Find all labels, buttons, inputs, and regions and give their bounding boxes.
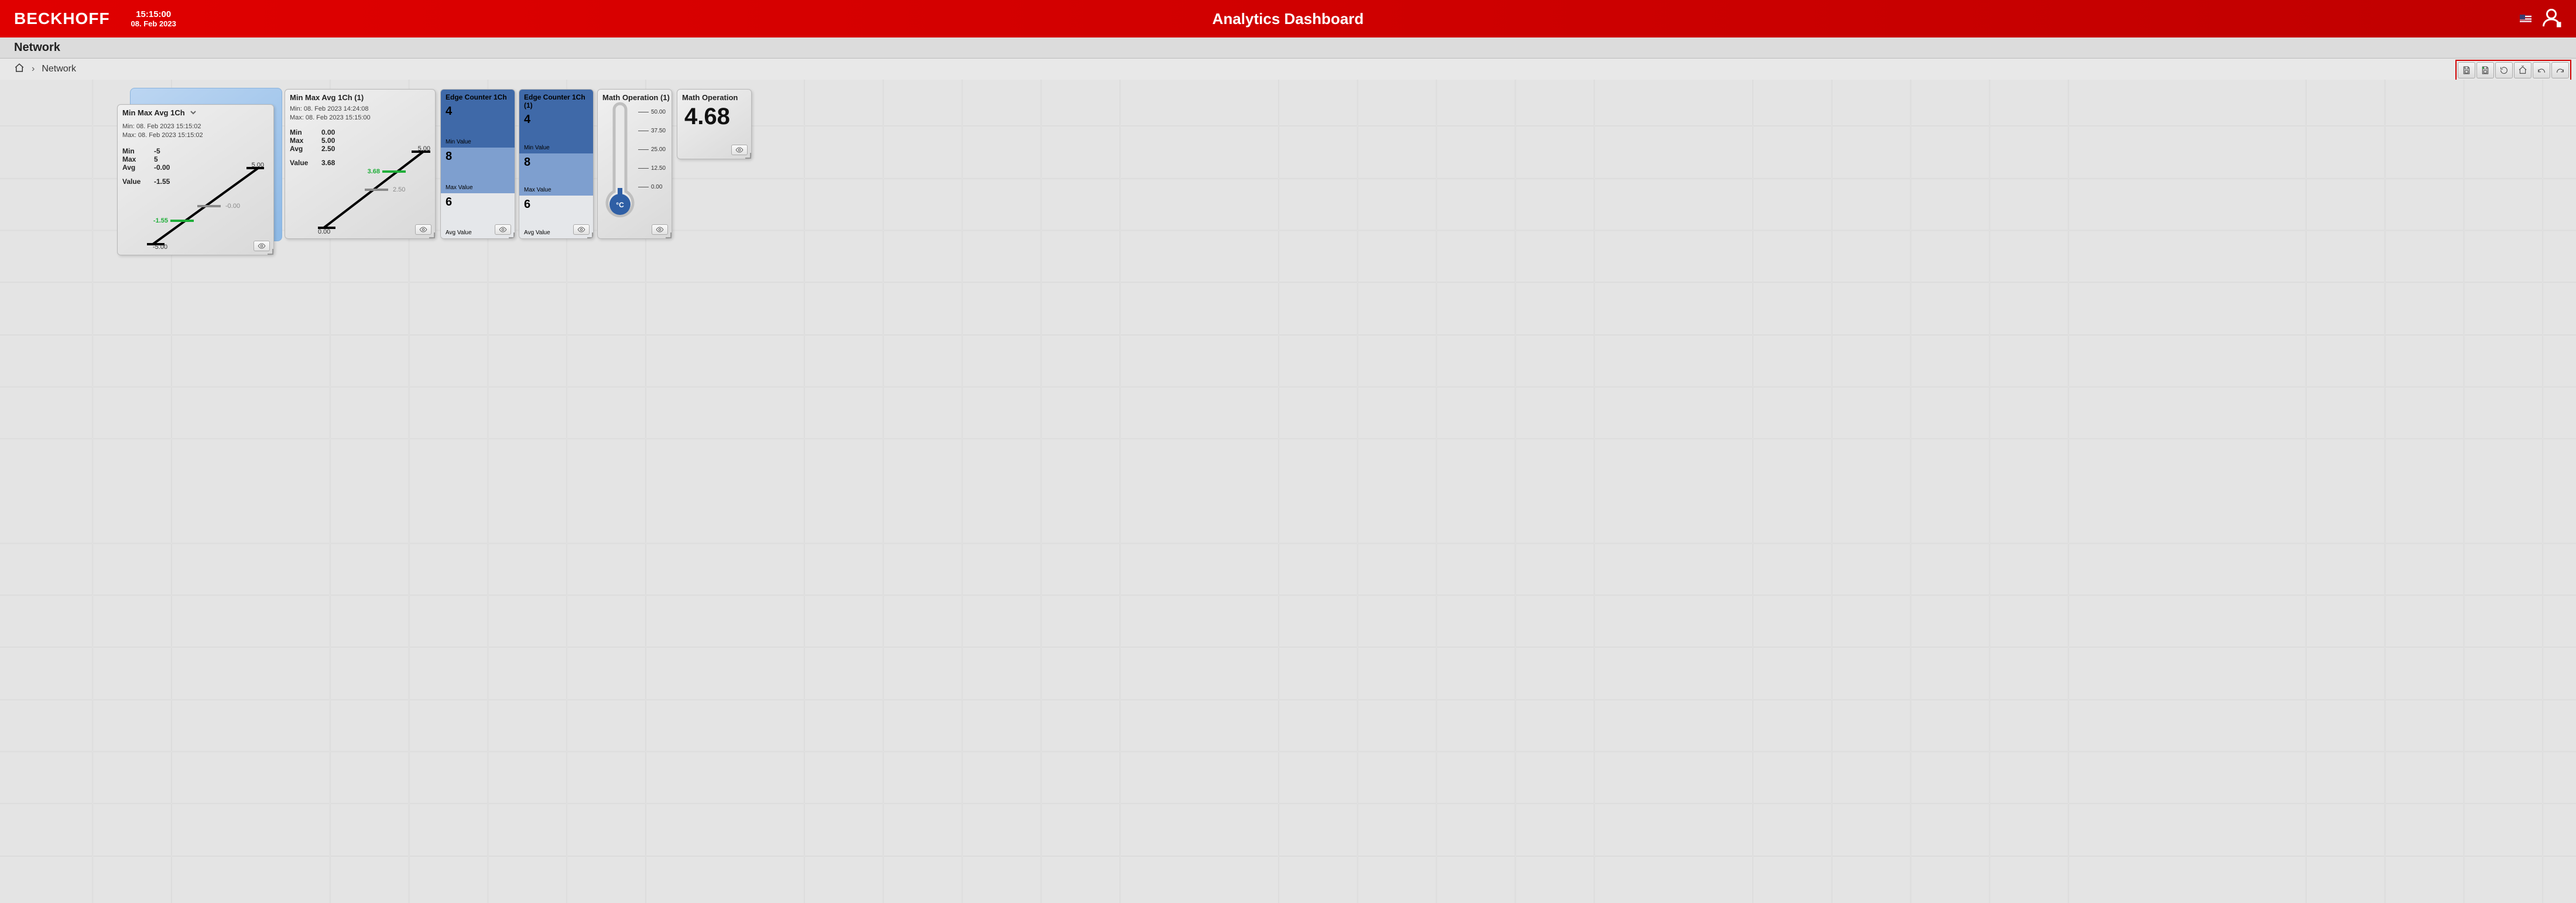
widget-mathoperation[interactable]: Math Operation 4.68 <box>677 89 752 159</box>
widget-timestamps: Min: 08. Feb 2023 15:15:02 Max: 08. Feb … <box>122 122 203 140</box>
svg-text:0.00: 0.00 <box>318 228 330 234</box>
thermometer-scale: 50.00 37.50 25.00 12.50 0.00 <box>638 102 666 196</box>
widget-title: Edge Counter 1Ch (1) <box>524 93 585 110</box>
design-canvas[interactable]: Min Max Avg 1Ch Min: 08. Feb 2023 15:15:… <box>0 80 2576 903</box>
home-button[interactable] <box>2514 62 2532 78</box>
chevron-down-icon[interactable] <box>190 108 196 117</box>
undo-button[interactable] <box>2533 62 2550 78</box>
header-clock: 15:15:00 08. Feb 2023 <box>131 9 176 28</box>
edge-max-value: 8 <box>524 156 588 169</box>
brand-logo: BECKHOFF <box>14 9 110 28</box>
home-icon[interactable] <box>14 63 25 76</box>
thermometer-icon: °C <box>604 100 636 224</box>
resize-handle[interactable] <box>268 249 275 256</box>
edge-max-label: Max Value <box>446 184 473 191</box>
widget-title: Math Operation <box>682 93 738 102</box>
chart-mid-label: -0.00 <box>225 203 240 210</box>
page-title: Analytics Dashboard <box>1212 10 1364 28</box>
edge-avg-label: Avg Value <box>524 230 550 236</box>
resize-handle[interactable] <box>745 153 752 160</box>
widget-title[interactable]: Min Max Avg 1Ch <box>122 108 196 117</box>
widget-edgecounter-0[interactable]: Edge Counter 1Ch 4 Min Value 8 Max Value… <box>440 89 515 239</box>
edge-avg-label: Avg Value <box>446 230 472 236</box>
edge-max-value: 8 <box>446 150 510 163</box>
clock-date: 08. Feb 2023 <box>131 19 176 28</box>
clock-time: 15:15:00 <box>131 9 176 19</box>
svg-text:2.50: 2.50 <box>393 186 405 193</box>
widget-thermometer[interactable]: Math Operation (1) °C 50.00 37.50 25.00 … <box>597 89 672 239</box>
edge-min-label: Min Value <box>524 145 550 151</box>
save-as-button[interactable] <box>2476 62 2494 78</box>
edge-avg-value: 6 <box>524 198 588 211</box>
svg-text:3.68: 3.68 <box>368 168 380 175</box>
breadcrumb-current[interactable]: Network <box>42 64 76 74</box>
edge-min-value: 4 <box>446 105 510 118</box>
save-button[interactable] <box>2458 62 2475 78</box>
redo-button[interactable] <box>2551 62 2569 78</box>
edge-min-value: 4 <box>524 113 588 126</box>
resize-handle[interactable] <box>509 232 515 239</box>
resize-handle[interactable] <box>666 232 673 240</box>
section-header: Network <box>0 37 2576 59</box>
svg-text:5.00: 5.00 <box>418 146 430 152</box>
resize-handle[interactable] <box>587 232 594 239</box>
widget-minmaxavg-0[interactable]: Min Max Avg 1Ch Min: 08. Feb 2023 15:15:… <box>117 104 274 255</box>
trend-chart: 5.00 -0.00 -1.55 -5.00 <box>147 162 270 250</box>
breadcrumb: › Network <box>14 63 76 76</box>
breadcrumb-separator-icon: › <box>32 64 35 74</box>
editor-toolbar <box>2455 60 2571 81</box>
edge-avg-value: 6 <box>446 196 510 209</box>
resize-handle[interactable] <box>429 232 436 240</box>
widget-minmaxavg-1[interactable]: Min Max Avg 1Ch (1) Min: 08. Feb 2023 14… <box>285 89 436 239</box>
widget-title: Edge Counter 1Ch <box>446 93 507 101</box>
locale-flag-icon[interactable] <box>2520 15 2532 23</box>
chart-mark-label: -1.55 <box>153 217 168 224</box>
chart-top-label: 5.00 <box>252 162 264 169</box>
user-menu-icon[interactable] <box>2541 7 2562 31</box>
svg-text:°C: °C <box>616 201 624 209</box>
toolbar-row: › Network <box>0 59 2576 80</box>
edge-min-label: Min Value <box>446 139 471 145</box>
big-number-value: 4.68 <box>684 104 730 130</box>
reload-button[interactable] <box>2495 62 2513 78</box>
widget-title: Min Max Avg 1Ch (1) <box>290 93 364 102</box>
section-title: Network <box>14 41 60 54</box>
edge-max-label: Max Value <box>524 187 551 193</box>
widget-timestamps: Min: 08. Feb 2023 14:24:08 Max: 08. Feb … <box>290 105 371 122</box>
chart-bot-label: -5.00 <box>153 244 167 250</box>
widget-edgecounter-1[interactable]: Edge Counter 1Ch (1) 4 Min Value 8 Max V… <box>519 89 594 239</box>
app-header: BECKHOFF 15:15:00 08. Feb 2023 Analytics… <box>0 0 2576 37</box>
trend-chart: 5.00 2.50 3.68 0.00 <box>318 146 435 234</box>
